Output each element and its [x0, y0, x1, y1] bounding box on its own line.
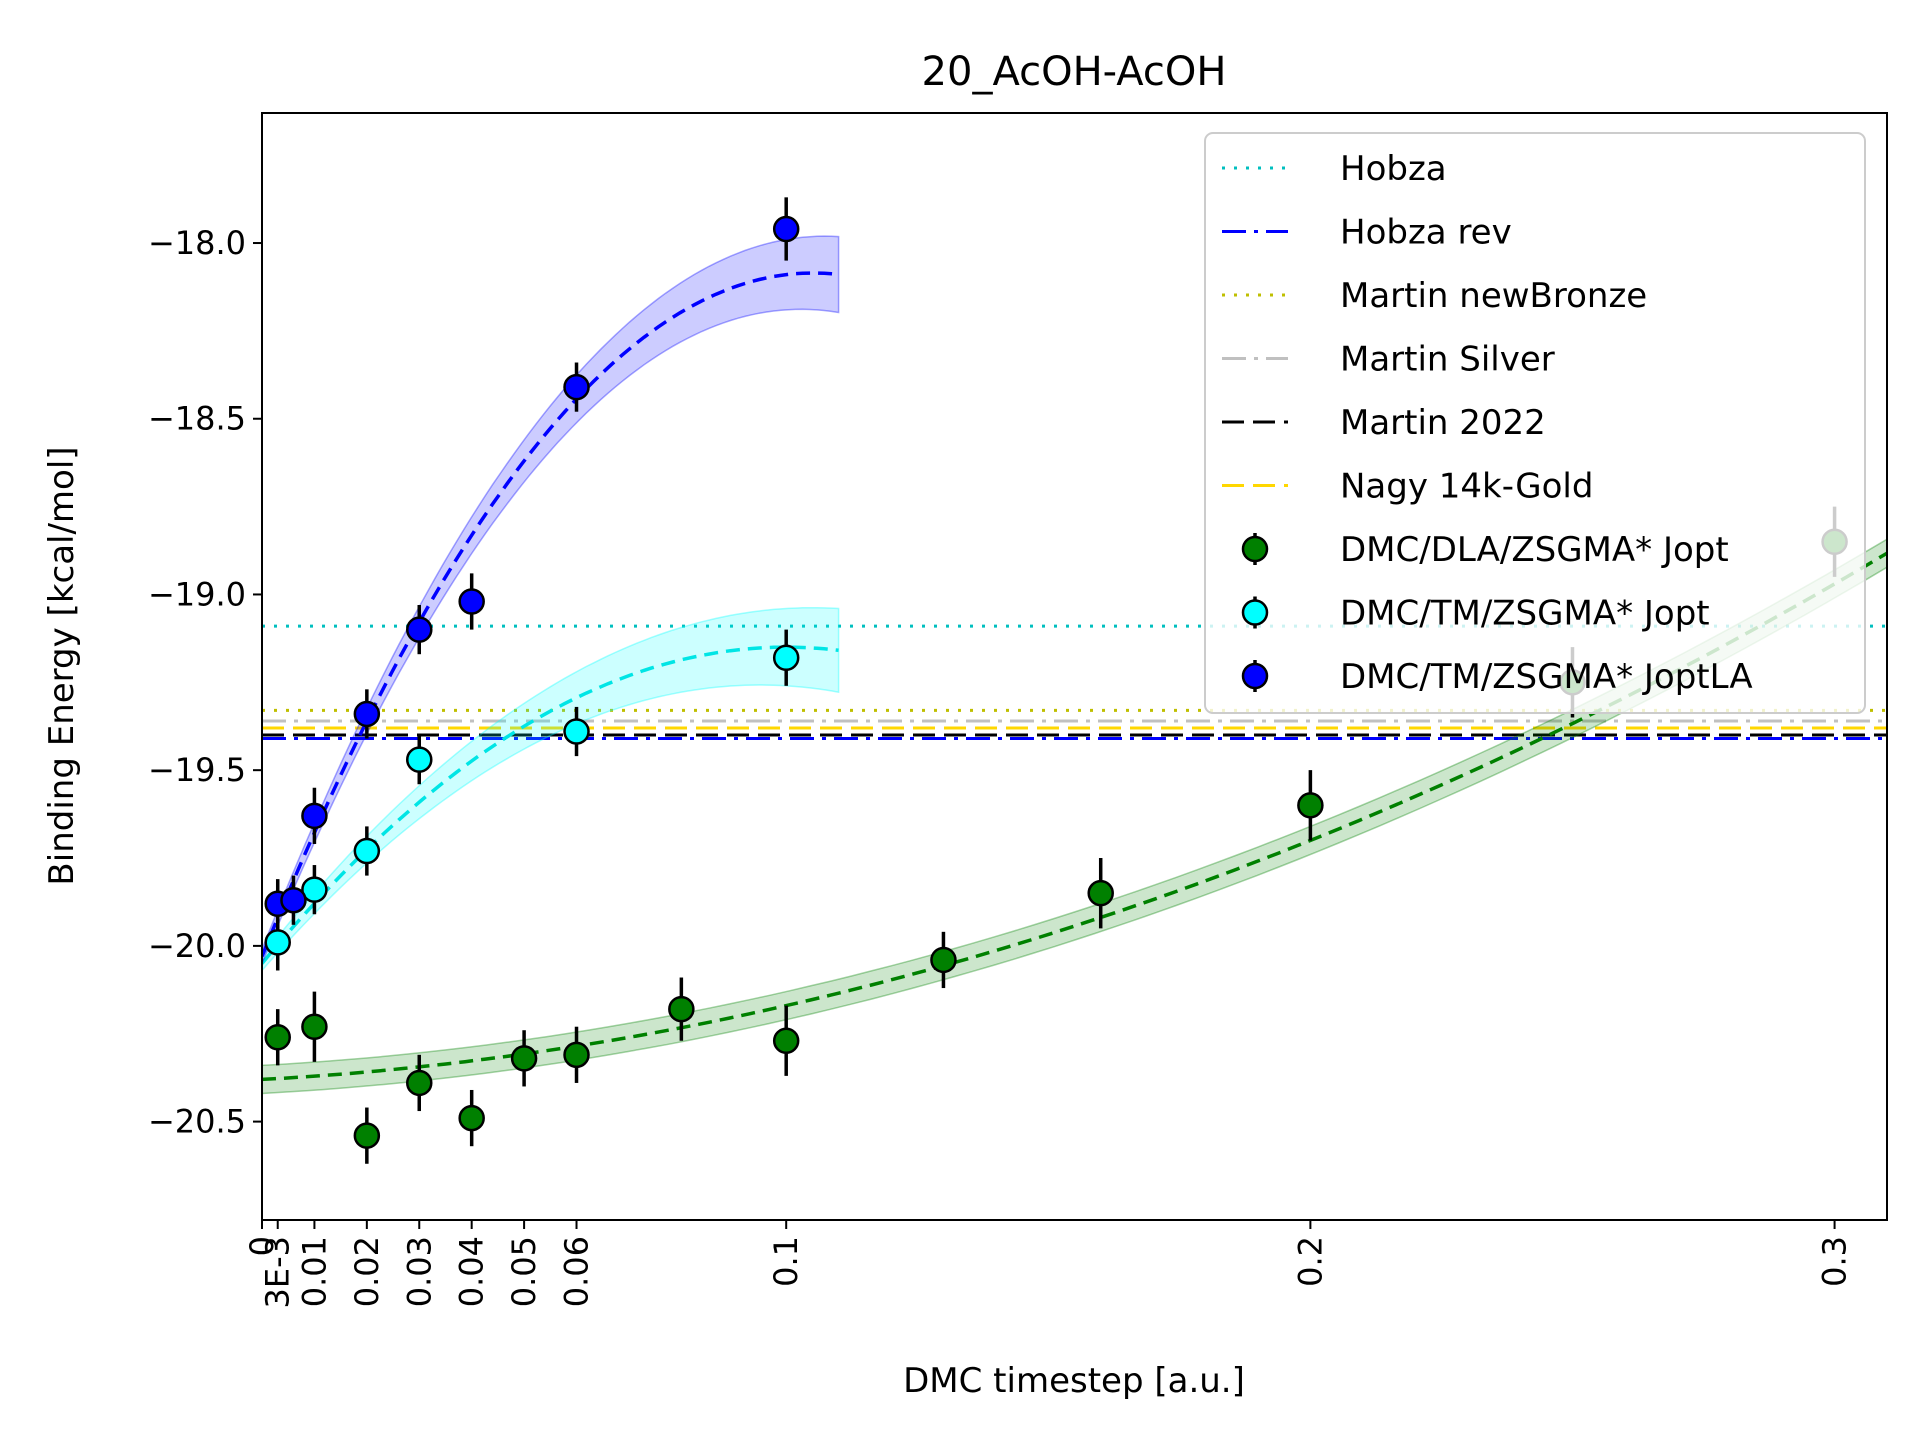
y-tick-label: −18.5 [148, 400, 246, 438]
fit-band [262, 538, 1887, 1095]
axes: 03E-30.01 0.02 0.03 0.04 0.05 0.06 0.1 0.2 0.3 −1… [148, 224, 1854, 1308]
data-point [510, 1045, 538, 1072]
data-point [353, 1122, 381, 1149]
data-point [563, 718, 590, 745]
legend: Hobza Hobza rev Martin newBronze Martin Sil… [1204, 132, 1866, 714]
legend-label: Hobza rev [1340, 213, 1512, 253]
y-tick-label: −20.0 [148, 927, 246, 965]
legend-marker-swatch [1241, 662, 1269, 690]
data-point [772, 644, 800, 671]
legend-marker-swatch [1241, 535, 1269, 563]
data-point [301, 802, 328, 830]
plot-frame [261, 112, 1888, 1221]
x-tick-label: 0.01 [295, 1236, 333, 1307]
data-point [301, 876, 328, 903]
y-axis-label: Binding Energy [kcal/mol] [42, 446, 82, 885]
x-tick-label: 0.1 [767, 1236, 805, 1287]
x-tick-label: 3E-3 [259, 1236, 297, 1308]
data-point [301, 1013, 328, 1040]
data-point [264, 929, 291, 956]
x-tick-label: 0.3 [1816, 1236, 1854, 1287]
y-tick-label: −20.5 [148, 1103, 246, 1141]
fit-band [262, 235, 840, 964]
legend-frame [1204, 132, 1866, 714]
data-point [353, 837, 381, 865]
data-point [563, 373, 590, 401]
data-point [1087, 879, 1114, 907]
fit-band [262, 606, 840, 972]
x-tick-label: 0.03 [400, 1236, 438, 1307]
x-tick-label: 0.2 [1291, 1236, 1329, 1287]
legend-label: Martin Silver [1340, 340, 1555, 380]
legend-label: Martin newBronze [1340, 276, 1647, 316]
legend-label: Martin 2022 [1340, 403, 1546, 443]
legend-label: Nagy 14k-Gold [1340, 467, 1593, 507]
data-point [264, 1024, 291, 1051]
legend-label: DMC/TM/ZSGMA* Jopt [1340, 594, 1710, 634]
data-point [353, 700, 381, 728]
chart-title: 20_AcOH-AcOH [922, 49, 1227, 95]
data-point [458, 1104, 485, 1132]
x-tick-label: 0.06 [558, 1236, 596, 1307]
data-point [930, 946, 957, 974]
legend-label: Hobza [1340, 149, 1447, 189]
data-point [406, 616, 433, 643]
y-tick-label: −18.0 [148, 224, 246, 262]
data-point [406, 1069, 433, 1097]
x-tick-label: 0.04 [453, 1236, 491, 1307]
data-point [280, 886, 307, 914]
y-tick-label: −19.5 [148, 751, 246, 789]
data-point [458, 588, 485, 615]
x-tick-label: 0 [243, 1236, 281, 1256]
y-tick-label: −19.0 [148, 575, 246, 613]
legend-label: DMC/DLA/ZSGMA* Jopt [1340, 530, 1729, 570]
data-point [406, 746, 433, 773]
x-tick-label: 0.05 [505, 1236, 543, 1307]
data-point [668, 995, 695, 1023]
data-point [563, 1041, 590, 1069]
x-axis-label: DMC timestep [a.u.] [903, 1361, 1245, 1401]
x-tick-label: 0.02 [348, 1236, 386, 1307]
legend-label: DMC/TM/ZSGMA* JoptLA [1340, 657, 1753, 697]
fit-line [262, 271, 839, 958]
data-point [772, 1027, 800, 1055]
data-point [1297, 792, 1324, 819]
data-point [772, 215, 800, 243]
legend-marker-swatch [1241, 599, 1269, 626]
